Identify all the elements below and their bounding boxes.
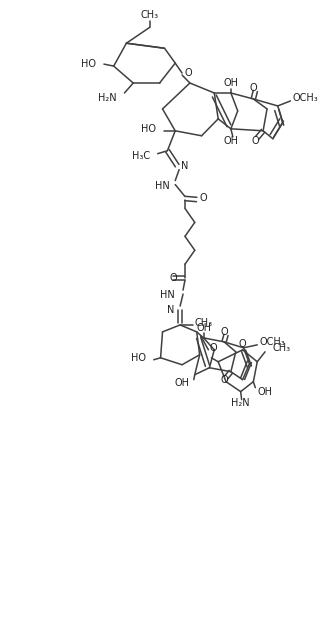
Text: O: O [239,339,246,349]
Text: HO: HO [141,124,156,134]
Text: O: O [209,343,217,353]
Text: N: N [167,305,174,315]
Text: H₂N: H₂N [231,397,250,408]
Text: OH: OH [257,387,272,397]
Text: HN: HN [161,290,175,300]
Text: O: O [252,136,259,146]
Text: O: O [250,83,257,93]
Text: O: O [200,193,207,203]
Text: HO: HO [131,353,146,363]
Text: N: N [181,161,188,171]
Text: OH: OH [223,136,239,146]
Text: OCH₃: OCH₃ [259,337,285,347]
Text: H₃C: H₃C [132,151,150,161]
Text: CH₃: CH₃ [195,318,213,328]
Text: OH: OH [223,78,239,88]
Text: H₂N: H₂N [98,93,117,103]
Text: O: O [220,375,228,384]
Text: HO: HO [81,59,96,69]
Text: O: O [185,68,193,78]
Text: O: O [169,273,177,283]
Text: OH: OH [175,378,190,387]
Text: CH₃: CH₃ [141,11,159,20]
Text: CH₃: CH₃ [273,343,291,353]
Text: HN: HN [155,180,169,190]
Text: OCH₃: OCH₃ [292,93,318,103]
Text: O: O [220,327,228,337]
Text: OH: OH [196,323,211,333]
